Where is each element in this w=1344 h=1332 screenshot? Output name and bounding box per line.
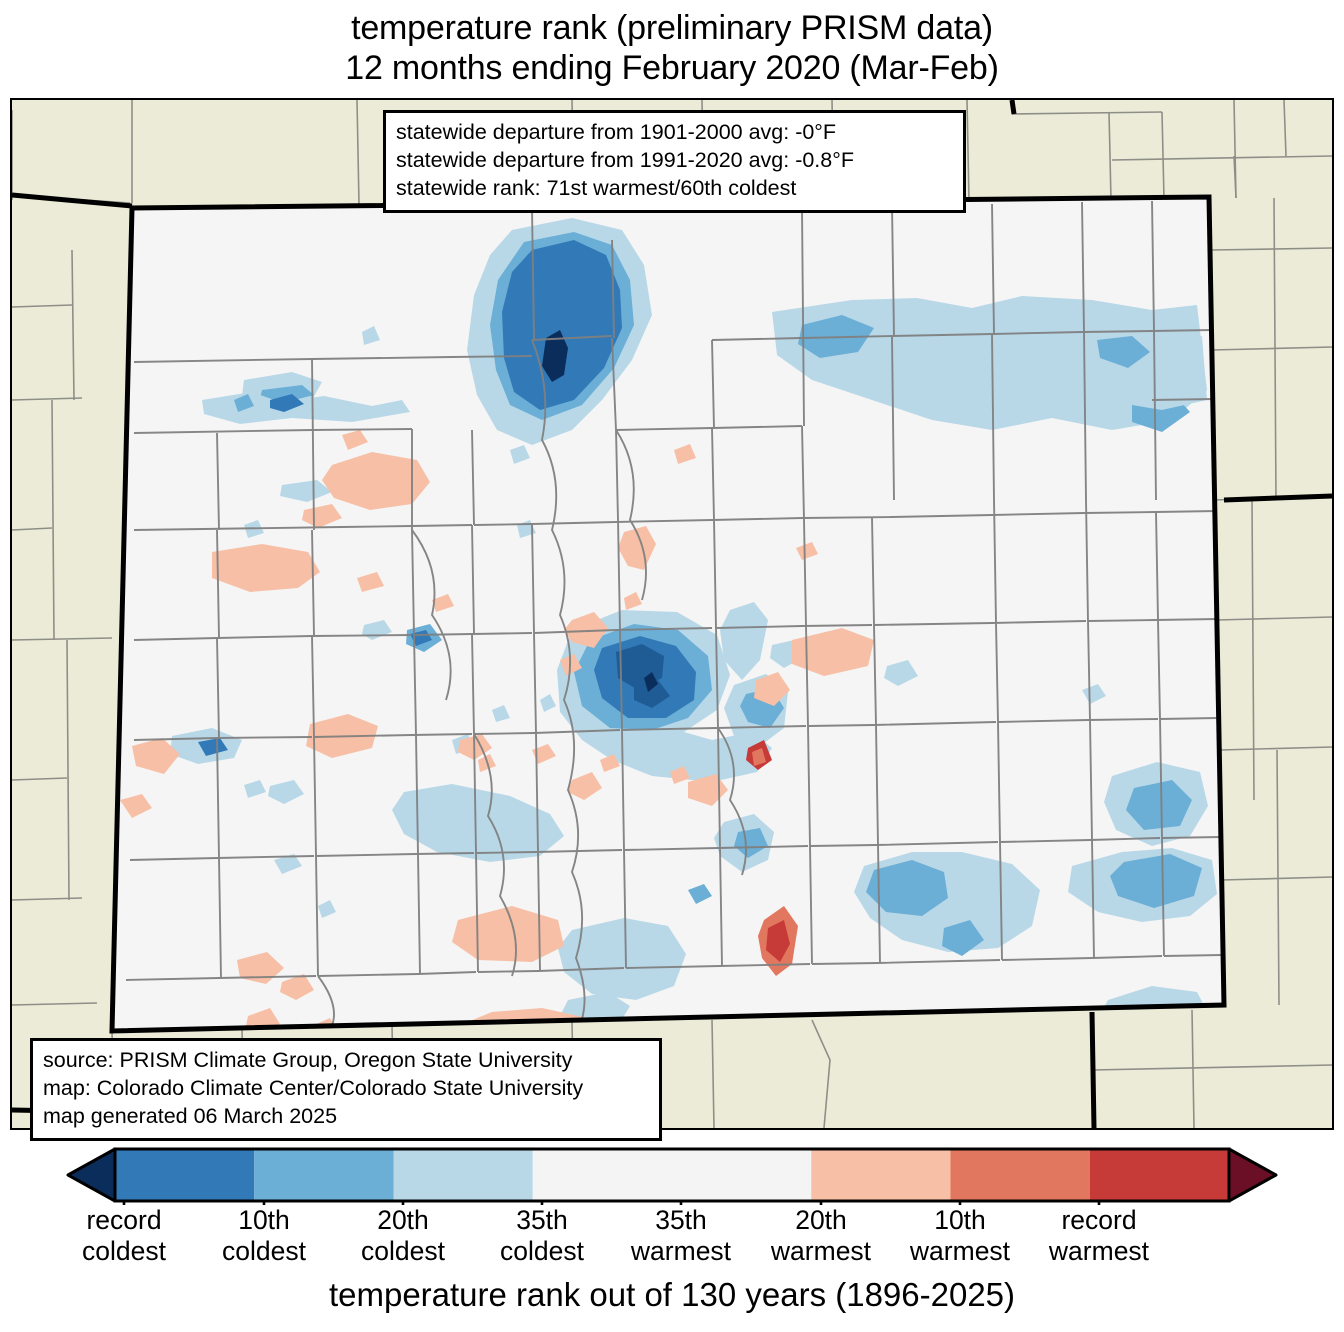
colorbar-label-20th-coldest: 20th coldest xyxy=(361,1205,445,1266)
colorbar xyxy=(0,1145,1344,1205)
map-generated-line: map generated 06 March 2025 xyxy=(43,1103,338,1128)
colorbar-cap-record-warmest xyxy=(1227,1147,1278,1203)
map-frame xyxy=(10,98,1334,1130)
colorbar-band-near-normal-warm xyxy=(672,1149,812,1201)
colorbar-band-10th-warmest xyxy=(1089,1149,1229,1201)
colorbar-label-20th-warmest: 20th warmest xyxy=(770,1205,872,1266)
colorbar-label-10th-coldest: 10th coldest xyxy=(222,1205,306,1266)
colorado-temperature-rank-map xyxy=(12,100,1332,1128)
colorbar-band-near-normal-cold xyxy=(532,1149,672,1201)
colorado-county-lines xyxy=(125,200,1223,1031)
stat-departure-1991-2020: statewide departure from 1991-2020 avg: … xyxy=(396,147,854,172)
colorbar-band-10th-coldest xyxy=(115,1149,255,1201)
colorbar-band-35th-warmest xyxy=(811,1149,951,1201)
colorbar-label-record-coldest: record coldest xyxy=(82,1205,166,1266)
page-title: temperature rank (preliminary PRISM data… xyxy=(0,8,1344,88)
colorbar-label-35th-coldest: 35th coldest xyxy=(500,1205,584,1266)
title-line-2: 12 months ending February 2020 (Mar-Feb) xyxy=(345,49,999,88)
colorbar-label-record-warmest: record warmest xyxy=(1048,1205,1150,1266)
colorbar-band-20th-coldest xyxy=(254,1149,394,1201)
title-line-1: temperature rank (preliminary PRISM data… xyxy=(351,9,993,47)
source-line: source: PRISM Climate Group, Oregon Stat… xyxy=(43,1048,573,1072)
stat-statewide-rank: statewide rank: 71st warmest/60th coldes… xyxy=(396,175,797,200)
colorbar-ticks xyxy=(122,1201,1101,1205)
colorbar-outline xyxy=(113,1147,1231,1203)
colorbar-caption: temperature rank out of 130 years (1896-… xyxy=(328,1276,1016,1313)
colorbar-cap-record-coldest xyxy=(66,1147,117,1203)
colorbar-bands xyxy=(115,1149,1229,1201)
stat-departure-1901-2000: statewide departure from 1901-2000 avg: … xyxy=(396,120,837,144)
colorbar-band-35th-coldest xyxy=(393,1149,533,1201)
warm-anomaly-contours xyxy=(120,430,874,1031)
colorado-interior xyxy=(112,197,1224,1031)
colorbar-label-35th-warmest: 35th warmest xyxy=(630,1205,732,1266)
map-credit-line: map: Colorado Climate Center/Colorado St… xyxy=(43,1075,584,1100)
colorbar-svg xyxy=(66,1147,1278,1205)
colorbar-label-10th-warmest: 10th warmest xyxy=(909,1205,1011,1266)
statewide-stats-box: statewide departure from 1901-2000 avg: … xyxy=(383,110,966,213)
colorbar-band-20th-warmest xyxy=(950,1149,1090,1201)
colorbar-tick-labels: record coldest 10th coldest 20th coldest… xyxy=(0,1205,1344,1267)
source-attribution-box: source: PRISM Climate Group, Oregon Stat… xyxy=(30,1038,662,1141)
